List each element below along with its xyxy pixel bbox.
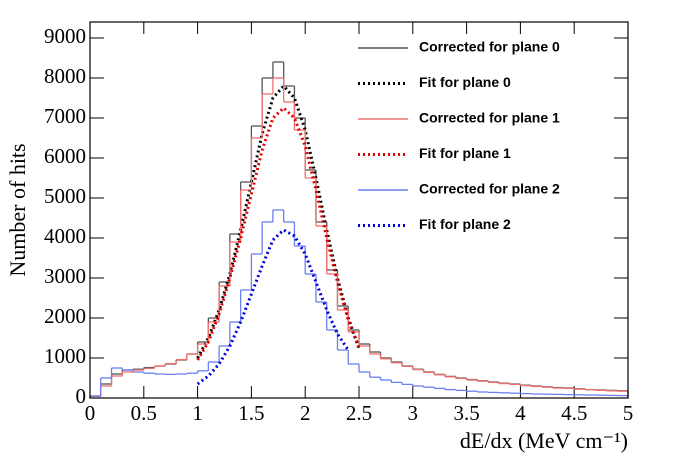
legend-label: Fit for plane 0	[419, 74, 511, 90]
fit-line	[196, 83, 361, 359]
fit-line	[196, 105, 361, 361]
x-tick-label: 5	[623, 401, 634, 425]
y-tick-label: 6000	[44, 144, 86, 168]
y-tick-label: 5000	[44, 184, 86, 208]
y-tick-label: 8000	[44, 64, 86, 88]
x-tick-label: 0.5	[131, 401, 157, 425]
legend-label: Fit for plane 2	[419, 216, 511, 232]
x-tick-label: 0	[85, 401, 96, 425]
y-axis-title: Number of hits	[5, 143, 30, 276]
x-tick-label: 2	[300, 401, 311, 425]
legend-label: Corrected for plane 2	[419, 181, 560, 197]
x-tick-label: 4	[515, 401, 526, 425]
x-tick-label: 2.5	[346, 401, 372, 425]
x-axis-title: dE/dx (MeV cm⁻¹)	[460, 428, 628, 453]
y-tick-label: 4000	[44, 224, 86, 248]
plot-frame	[89, 21, 629, 399]
y-tick-label: 2000	[44, 304, 86, 328]
x-tick-label: 3	[408, 401, 419, 425]
y-tick-label: 1000	[44, 344, 86, 368]
x-tick-label: 1	[192, 401, 203, 425]
y-tick-label: 0	[76, 384, 87, 408]
histogram	[89, 209, 629, 398]
fit-line	[196, 228, 350, 386]
legend-label: Fit for plane 1	[419, 145, 511, 161]
x-tick-label: 1.5	[238, 401, 264, 425]
x-tick-label: 4.5	[561, 401, 587, 425]
legend-label: Corrected for plane 1	[419, 110, 560, 126]
x-tick-label: 3.5	[453, 401, 479, 425]
y-tick-label: 3000	[44, 264, 86, 288]
y-tick-label: 9000	[44, 24, 86, 48]
legend-label: Corrected for plane 0	[419, 39, 560, 55]
y-tick-label: 7000	[44, 104, 86, 128]
